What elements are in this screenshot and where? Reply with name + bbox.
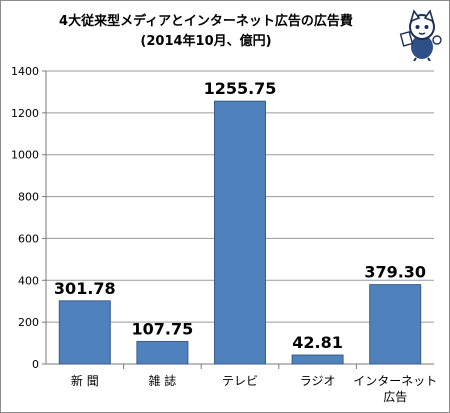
chart-title: 4大従来型メディアとインターネット広告の広告費 — [59, 14, 353, 29]
y-tick-label: 1400 — [11, 65, 39, 78]
y-tick-label: 800 — [18, 191, 39, 204]
x-tick-label: 雑 誌 — [148, 373, 176, 388]
y-tick-label: 600 — [18, 232, 39, 245]
y-tick-label: 400 — [18, 274, 39, 287]
x-tick-label: インターネット広告 — [353, 374, 437, 404]
y-tick-label: 1000 — [11, 149, 39, 162]
bar — [291, 354, 344, 365]
x-tick-label: ラジオ — [300, 374, 336, 388]
mascot-logo — [399, 9, 442, 61]
bar-value-label: 301.78 — [54, 279, 116, 298]
bar-value-label: 379.30 — [364, 263, 426, 282]
bar — [58, 300, 111, 365]
y-tick-label: 1200 — [11, 107, 39, 120]
x-tick-label: テレビ — [222, 374, 258, 388]
bar — [369, 284, 422, 365]
chart-subtitle: (2014年10月、億円) — [140, 34, 272, 49]
bar — [136, 340, 189, 365]
bar-value-label: 1255.75 — [204, 79, 277, 98]
bar-value-label: 107.75 — [132, 319, 194, 338]
bar — [214, 100, 266, 365]
y-tick-label: 0 — [32, 358, 39, 371]
bar-value-label: 42.81 — [292, 333, 343, 352]
y-tick-label: 200 — [18, 316, 39, 329]
x-tick-label: 新 聞 — [71, 373, 99, 388]
